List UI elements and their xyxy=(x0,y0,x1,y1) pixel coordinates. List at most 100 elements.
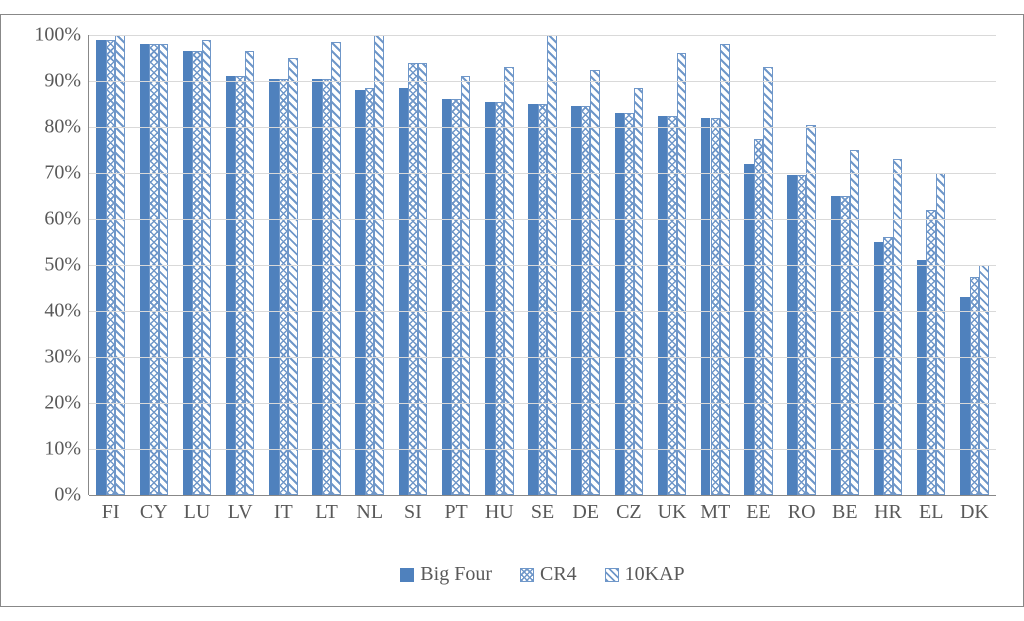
x-tick-label: FI xyxy=(102,501,120,524)
grid-line xyxy=(89,449,996,450)
legend: Big Four CR4 10KAP xyxy=(89,563,996,586)
bar xyxy=(634,88,644,495)
x-tick-label: HR xyxy=(874,501,902,524)
bar xyxy=(754,139,764,496)
bar xyxy=(960,297,970,495)
x-tick-label: BE xyxy=(832,501,858,524)
grid-line xyxy=(89,35,996,36)
bar xyxy=(831,196,841,495)
bar xyxy=(495,102,505,495)
bar xyxy=(399,88,409,495)
bar xyxy=(485,102,495,495)
bar xyxy=(893,159,903,495)
x-tick-label: HU xyxy=(485,501,514,524)
grid-line xyxy=(89,127,996,128)
bar xyxy=(461,76,471,495)
bar xyxy=(763,67,773,495)
x-tick-label: DE xyxy=(572,501,599,524)
legend-item-cr4: CR4 xyxy=(520,563,577,586)
bar xyxy=(970,277,980,496)
grid-line xyxy=(89,219,996,220)
legend-label-1: CR4 xyxy=(540,563,577,586)
x-tick-label: LT xyxy=(315,501,338,524)
bar xyxy=(850,150,860,495)
bar xyxy=(365,88,375,495)
bar xyxy=(917,260,927,495)
bar xyxy=(883,237,893,495)
bar xyxy=(720,44,730,495)
legend-label-2: 10KAP xyxy=(625,563,685,586)
bar xyxy=(226,76,236,495)
x-tick-label: DK xyxy=(960,501,989,524)
bar xyxy=(159,44,169,495)
bar xyxy=(528,104,538,495)
bar xyxy=(840,196,850,495)
plot-area xyxy=(89,35,996,495)
bar xyxy=(504,67,514,495)
bar xyxy=(874,242,884,495)
bar xyxy=(624,113,634,495)
bar xyxy=(581,106,591,495)
x-tick-label: LV xyxy=(228,501,253,524)
legend-swatch-crosshatch xyxy=(520,568,534,582)
bar xyxy=(797,175,807,495)
bar xyxy=(538,104,548,495)
y-tick-label: 70% xyxy=(1,162,81,185)
bar xyxy=(288,58,298,495)
bar xyxy=(183,51,193,495)
legend-swatch-solid xyxy=(400,568,414,582)
x-tick-label: PT xyxy=(444,501,467,524)
bar xyxy=(711,118,721,495)
grid-line xyxy=(89,311,996,312)
bar xyxy=(96,40,106,495)
bar xyxy=(571,106,581,495)
x-tick-label: RO xyxy=(788,501,816,524)
chart-frame: 0%10%20%30%40%50%60%70%80%90%100% FICYLU… xyxy=(0,14,1024,607)
x-tick-label: UK xyxy=(658,501,687,524)
grid-line xyxy=(89,403,996,404)
bar xyxy=(926,210,936,495)
x-tick-label: LU xyxy=(184,501,211,524)
x-tick-label: EL xyxy=(919,501,943,524)
grid-line xyxy=(89,357,996,358)
bar xyxy=(806,125,816,495)
bar xyxy=(140,44,150,495)
y-tick-label: 0% xyxy=(1,484,81,507)
y-axis: 0%10%20%30%40%50%60%70%80%90%100% xyxy=(1,35,89,495)
x-tick-label: SE xyxy=(531,501,554,524)
x-tick-label: MT xyxy=(700,501,730,524)
bar xyxy=(442,99,452,495)
x-tick-label: SI xyxy=(404,501,422,524)
bar xyxy=(245,51,255,495)
bar xyxy=(312,79,322,495)
legend-item-big-four: Big Four xyxy=(400,563,492,586)
bar xyxy=(235,76,245,495)
y-tick-label: 20% xyxy=(1,392,81,415)
y-tick-label: 60% xyxy=(1,208,81,231)
legend-swatch-diagonal xyxy=(605,568,619,582)
bar xyxy=(149,44,159,495)
bar xyxy=(192,51,202,495)
y-tick-label: 90% xyxy=(1,70,81,93)
grid-line xyxy=(89,265,996,266)
legend-label-0: Big Four xyxy=(420,563,492,586)
y-tick-label: 100% xyxy=(1,24,81,47)
bar xyxy=(979,265,989,495)
bar xyxy=(322,79,332,495)
y-tick-label: 30% xyxy=(1,346,81,369)
bar xyxy=(279,79,289,495)
y-tick-label: 50% xyxy=(1,254,81,277)
grid-line xyxy=(89,173,996,174)
bar xyxy=(744,164,754,495)
bar xyxy=(936,173,946,495)
x-tick-label: EE xyxy=(746,501,770,524)
bar xyxy=(701,118,711,495)
x-tick-label: CZ xyxy=(616,501,642,524)
x-tick-label: IT xyxy=(274,501,293,524)
bar xyxy=(331,42,341,495)
bar xyxy=(451,99,461,495)
bar xyxy=(269,79,279,495)
y-tick-label: 40% xyxy=(1,300,81,323)
x-axis: FICYLULVITLTNLSIPTHUSEDECZUKMTEEROBEHREL… xyxy=(89,495,996,535)
y-tick-label: 80% xyxy=(1,116,81,139)
